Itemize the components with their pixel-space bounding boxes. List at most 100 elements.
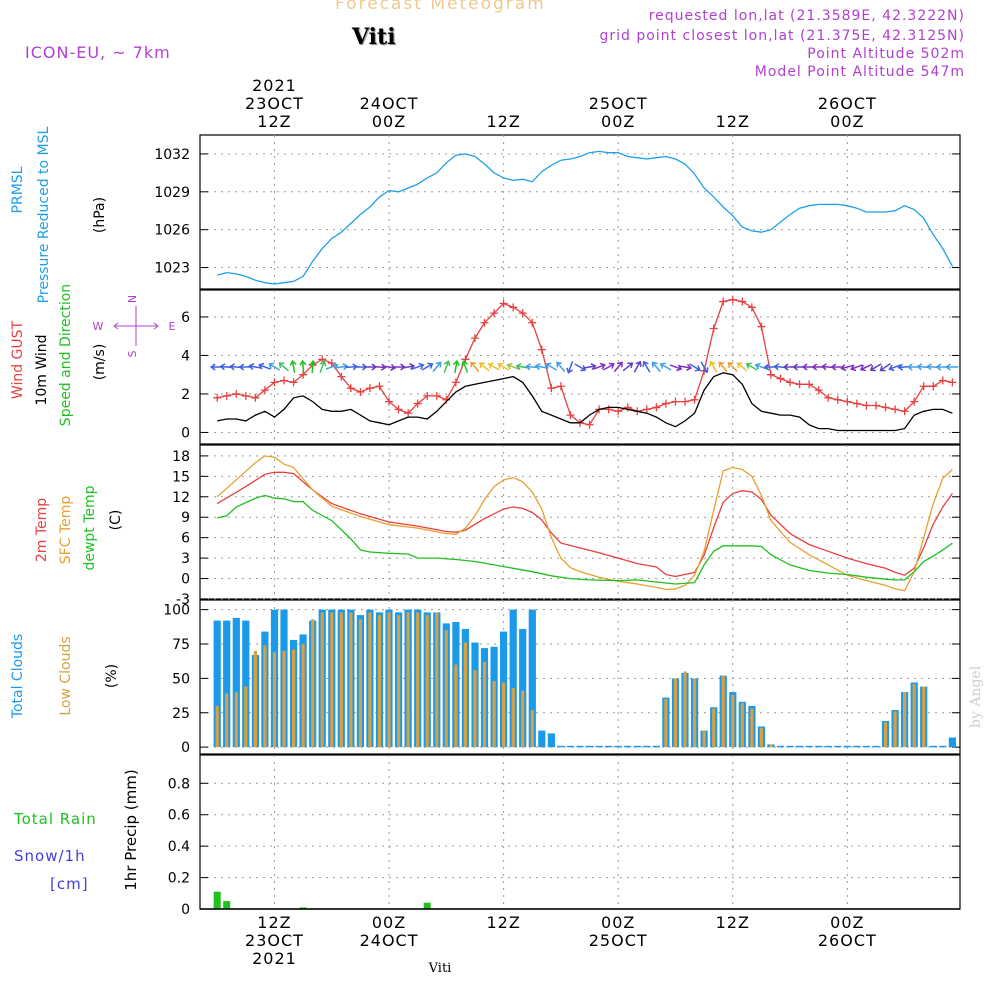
wind-arrow: [566, 361, 574, 374]
wind-arrow-shape: [443, 360, 451, 373]
low-cloud-bar: [893, 711, 897, 748]
wind-arrow-shape: [268, 362, 281, 371]
wind-arrow: [622, 362, 634, 372]
wind-direction-label: Speed and Direction: [58, 284, 74, 426]
y-tick-label: 2: [181, 387, 190, 403]
gust-marker: [661, 399, 670, 408]
wind-unit: (m/s): [92, 344, 108, 381]
wind-arrow-shape: [258, 362, 271, 370]
wind-arrow: [478, 362, 490, 372]
gust-marker: [900, 407, 909, 416]
gust-marker: [690, 395, 699, 404]
pressure-unit: (hPa): [92, 197, 108, 233]
gust-marker: [824, 393, 833, 402]
wind-arrow: [432, 361, 442, 373]
low-cloud-bar: [750, 708, 754, 748]
panel-frame-pressure: [199, 134, 961, 290]
gust-marker: [805, 380, 814, 389]
wind-arrow-shape: [689, 363, 701, 372]
wind-arrow: [613, 361, 623, 373]
time-label-bottom: 24OCT: [360, 931, 419, 950]
total-cloud-bar: [815, 745, 823, 748]
wind-arrow: [754, 362, 768, 370]
gust-marker: [470, 334, 479, 343]
total-cloud-bar: [566, 745, 575, 748]
temp-unit: (C): [108, 510, 124, 531]
wind-arrow: [945, 363, 959, 371]
low-cloud-bar: [215, 705, 219, 748]
total-cloud-bar: [538, 730, 546, 748]
wind-arrow-shape: [659, 362, 672, 371]
wind-arrow-shape: [299, 359, 307, 374]
gust-marker: [814, 386, 823, 395]
low-cloud-bar: [320, 612, 324, 748]
low-cloud-bar: [339, 612, 343, 748]
low-cloud-bar: [425, 615, 429, 748]
wind-arrow-shape: [945, 363, 959, 371]
y-tick-label: 1023: [154, 261, 190, 277]
time-label-top: 24OCT: [360, 94, 419, 113]
wind-arrow: [335, 363, 349, 371]
total-cloud-bar: [576, 745, 584, 748]
total-clouds-label: Total Clouds: [10, 634, 26, 719]
wind-arrow: [593, 362, 606, 370]
low-cloud-bar: [330, 612, 334, 748]
y-tick-label: 75: [172, 637, 190, 653]
gust-marker: [280, 376, 289, 385]
low-cloud-bar: [463, 642, 467, 748]
gust-marker: [394, 405, 403, 414]
low-cloud-bar: [406, 612, 410, 748]
total-cloud-bar: [786, 745, 794, 748]
low-cloud-bar: [731, 694, 735, 748]
time-label-top: 26OCT: [818, 94, 877, 113]
low-cloud-bar: [358, 619, 362, 748]
wind-arrow: [859, 363, 873, 372]
wind-arrow-shape: [642, 360, 651, 373]
wind-arrow-shape: [506, 362, 520, 370]
time-label-bottom: 00Z: [830, 913, 864, 932]
time-label-top: 12Z: [257, 112, 291, 131]
wind-arrow-shape: [248, 363, 262, 371]
gust-marker: [528, 318, 537, 327]
total-cloud-bar: [528, 609, 536, 748]
wind-arrow-shape: [736, 362, 748, 372]
wind-arrow: [452, 359, 460, 374]
y-tick-label: 25: [172, 706, 190, 722]
gust-marker: [833, 395, 842, 404]
wind-arrow: [411, 362, 425, 370]
wind-arrow: [289, 359, 297, 374]
snow-unit-legend: [cm]: [50, 875, 89, 893]
gust-marker: [719, 297, 728, 306]
wind-arrow: [583, 363, 597, 371]
gust-marker: [709, 324, 718, 333]
total-cloud-bar: [929, 745, 937, 748]
bottom-place-label: Viti: [428, 961, 452, 976]
wind-arrow: [461, 360, 469, 373]
gust-marker: [375, 382, 384, 391]
gust-marker: [442, 395, 451, 404]
low-cloud-bar: [272, 652, 277, 748]
wind-arrow-shape: [754, 362, 768, 370]
y-tick-label: 100: [163, 603, 190, 619]
total-cloud-bar: [585, 745, 594, 748]
y-tick-label: 1032: [154, 147, 190, 163]
total-cloud-bar: [614, 745, 622, 748]
gust-marker: [948, 378, 957, 387]
wind-arrow: [556, 361, 566, 373]
gust-marker: [642, 405, 651, 414]
total-cloud-bar: [824, 745, 832, 748]
gust-marker: [852, 399, 861, 408]
total-cloud-bar: [643, 745, 651, 748]
low-cloud-bar: [740, 703, 744, 748]
panel-frame-temperature: [199, 444, 961, 600]
wind-arrow-shape: [411, 362, 425, 370]
y-tick-label: 0.2: [168, 871, 190, 887]
gust-marker: [260, 386, 269, 395]
gust-marker: [652, 403, 661, 412]
series-line-10m-wind: [217, 372, 953, 432]
wind-arrow-shape: [335, 363, 349, 371]
time-label-top: 00Z: [601, 112, 635, 131]
wind-arrow-shape: [289, 359, 297, 374]
gust-marker: [423, 391, 432, 400]
